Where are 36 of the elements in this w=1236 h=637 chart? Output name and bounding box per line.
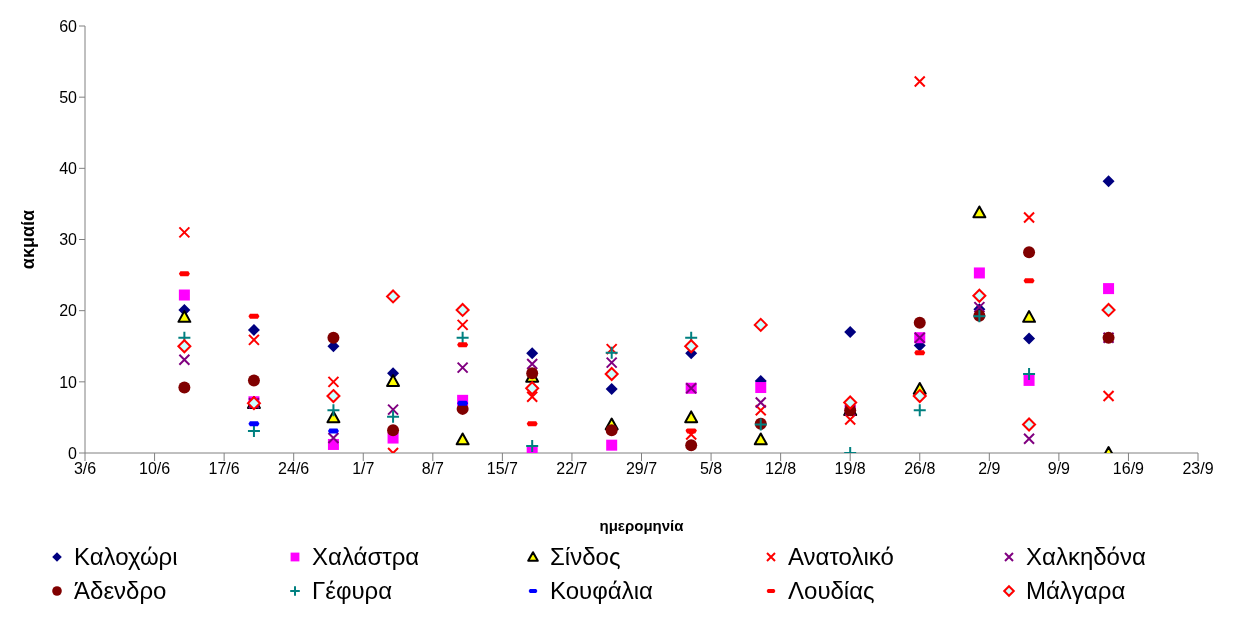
x-tick-label: 23/9 [1182,460,1214,478]
x-tick-label: 8/7 [421,460,445,478]
legend-label: Μάλγαρα [1026,577,1126,605]
x-tick-label: 5/8 [699,460,723,478]
y-tick-label: 10 [59,373,78,391]
legend-label: Καλοχώρι [74,543,178,571]
legend-label: Χαλκηδόνα [1026,543,1146,571]
legend-label: Σίνδος [550,543,621,571]
legend-label: Λουδίας [788,577,875,605]
x-tick-label: 9/9 [1047,460,1071,478]
x-tick-label: 2/9 [978,460,1001,478]
legend-label: Ανατολικό [788,543,894,571]
x-tick-label: 15/7 [486,460,519,478]
x-tick-label: 16/9 [1112,460,1145,478]
x-tick-label: 1/7 [352,460,375,478]
y-tick-label: 50 [59,88,78,106]
y-tick-label: 30 [59,231,78,249]
x-tick-label: 17/6 [208,460,240,478]
y-tick-label: 20 [59,302,78,320]
x-tick-label: 22/7 [556,460,588,478]
legend-label: Χαλάστρα [312,543,420,571]
y-tick-label: 0 [68,444,78,462]
x-tick-label: 29/7 [625,460,658,478]
legend-label: Άδενδρο [74,577,167,605]
x-axis-title: ημερομηνία [599,517,685,534]
legend-label: Κουφάλια [550,577,653,605]
y-axis-title: ακμαία [18,209,39,270]
legend-label: Γέφυρα [312,577,393,605]
x-tick-label: 3/6 [73,460,97,478]
x-tick-label: 26/8 [904,460,936,478]
x-tick-label: 10/6 [138,460,171,478]
y-tick-label: 40 [59,160,78,178]
x-tick-label: 24/6 [278,460,310,478]
x-tick-label: 19/8 [834,460,866,478]
x-tick-label: 12/8 [765,460,797,478]
y-tick-label: 60 [59,17,78,35]
